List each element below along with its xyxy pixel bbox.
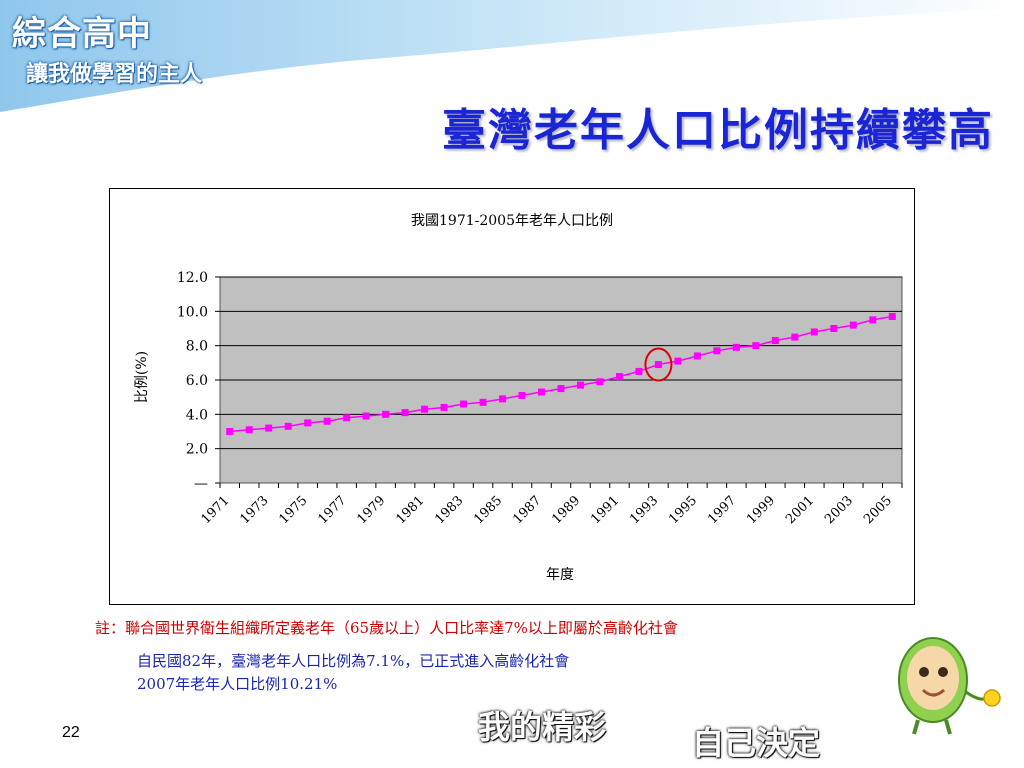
x-tick-label: 1973	[238, 493, 272, 527]
footnote-definition: 註：聯合國世界衛生組織所定義老年（65歲以上）人口比率達7%以上即屬於高齡化社會	[95, 619, 678, 637]
data-point	[693, 352, 701, 360]
slogan-right: 自己決定	[692, 724, 821, 762]
data-point	[304, 419, 312, 427]
data-point	[421, 405, 429, 413]
data-point	[284, 422, 292, 430]
data-point	[401, 409, 409, 417]
y-tick-label: 12.0	[177, 270, 208, 286]
data-point	[518, 391, 526, 399]
y-axis-label: 比例(%)	[134, 351, 150, 403]
data-point	[615, 373, 623, 381]
data-point	[576, 381, 584, 389]
brand-tagline: 讓我做學習的主人	[26, 62, 203, 87]
data-point	[479, 398, 487, 406]
x-tick-label: 1995	[666, 493, 700, 527]
data-point	[499, 395, 507, 403]
y-tick-label: 2.0	[186, 442, 208, 458]
x-tick-label: 1999	[744, 493, 778, 527]
x-tick-label: 2001	[783, 493, 817, 527]
x-tick-label: 1991	[588, 493, 622, 527]
page-number: 22	[62, 724, 80, 741]
header-band	[0, 0, 1024, 112]
data-point	[830, 325, 838, 332]
data-point	[732, 343, 740, 351]
x-tick-label: 1977	[315, 493, 349, 527]
data-point	[245, 426, 253, 434]
data-point	[596, 378, 604, 386]
x-tick-label: 1975	[277, 493, 311, 527]
x-tick-label: 1983	[432, 493, 466, 527]
data-point	[362, 412, 370, 420]
brand-title: 綜合高中	[12, 14, 152, 54]
y-tick-label: 8.0	[186, 339, 208, 355]
data-point	[771, 337, 779, 345]
data-point	[713, 347, 721, 355]
data-point	[460, 400, 468, 408]
data-point	[635, 367, 643, 375]
data-point	[654, 361, 662, 369]
x-tick-label: 1979	[354, 493, 388, 527]
data-point	[810, 328, 818, 336]
data-point	[323, 417, 331, 425]
footnote-taiwan-1993: 自民國82年，臺灣老年人口比例為7.1%，已正式進入高齡化社會	[137, 652, 570, 670]
data-point	[382, 410, 390, 418]
chart-frame: 12.0 10.0 8.0 6.0 4.0 2.0— 1971 1973 1975 1977 19…	[109, 188, 915, 605]
data-point	[849, 321, 857, 329]
x-tick-label: 2003	[822, 493, 856, 527]
x-tick-label: 1989	[549, 493, 583, 527]
y-tick-label: 10.0	[177, 304, 208, 320]
line-chart: 12.010.08.06.04.02.0— 1971 1973 1975 1977 19…	[134, 213, 903, 583]
data-point	[538, 388, 546, 396]
data-point	[226, 428, 234, 435]
x-tick-label: 1985	[471, 493, 505, 527]
footnote-taiwan-2007: 2007年老年人口比例10.21%	[137, 675, 338, 693]
y-tick-label: —	[194, 476, 208, 492]
data-point	[674, 357, 682, 365]
x-tick-label: 1981	[393, 493, 427, 527]
x-axis-label: 年度	[546, 567, 574, 583]
mascot-icon	[898, 637, 1001, 735]
highlight-circle	[644, 347, 673, 382]
chart-title: 我國1971-2005年老年人口比例	[411, 213, 613, 229]
slogan-left: 我的精彩	[478, 708, 607, 746]
data-point	[869, 316, 877, 324]
x-tick-label: 1993	[627, 493, 661, 527]
slide-title: 臺灣老年人口比例持續攀高	[442, 105, 994, 156]
y-tick-label: 6.0	[186, 373, 208, 389]
data-point	[440, 403, 448, 411]
data-point	[791, 333, 799, 341]
x-tick-label: 1997	[705, 493, 739, 527]
x-tick-label: 2005	[861, 493, 895, 527]
data-point	[888, 312, 896, 320]
data-point	[343, 414, 351, 422]
data-point	[265, 424, 273, 432]
data-point	[752, 342, 760, 350]
x-tick-label: 1971	[199, 493, 233, 527]
y-tick-label: 4.0	[186, 407, 208, 423]
data-point	[557, 385, 565, 393]
x-tick-label: 1987	[510, 493, 544, 527]
